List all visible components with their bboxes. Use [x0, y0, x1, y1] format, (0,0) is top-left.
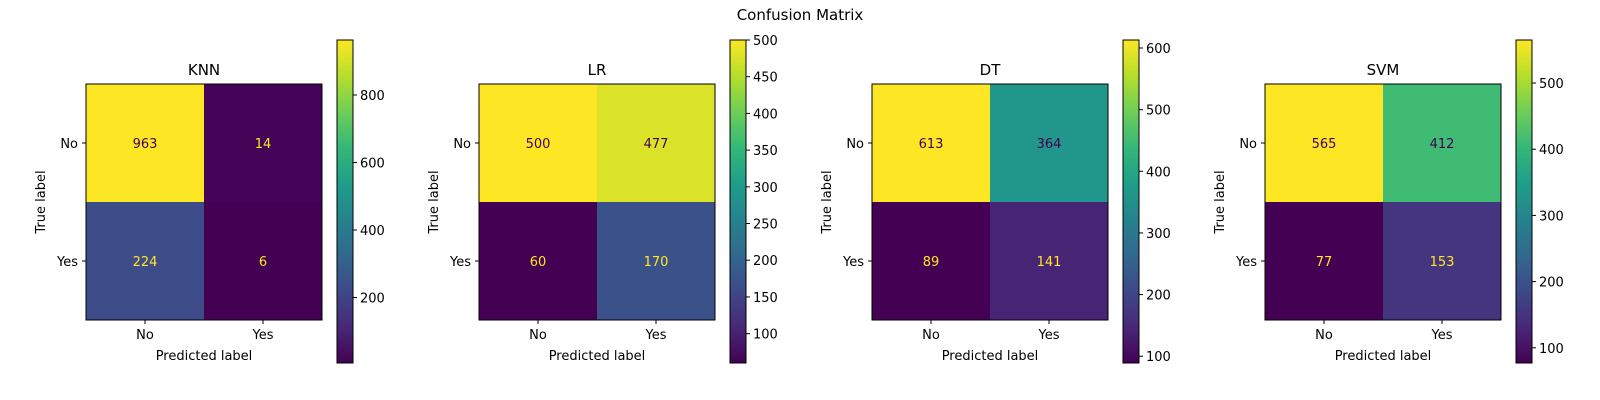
matrix-cell: [1265, 202, 1383, 320]
x-tick-label: Yes: [1038, 328, 1060, 343]
cell-value-label: 477: [644, 137, 669, 152]
colorbar: [729, 39, 747, 364]
matrix-frame: [871, 83, 1109, 321]
colorbar-tick-label: 100: [1539, 342, 1564, 357]
matrix-cell: [872, 202, 990, 320]
matrix-cell: [204, 84, 322, 202]
cell-value-label: 170: [644, 255, 669, 270]
cell-value-label: 6: [259, 255, 267, 270]
colorbar-tick-label: 500: [1539, 77, 1564, 92]
confusion-panel: LR 500 477 60 170 No Yes No Yes Predicted label Tr…: [427, 34, 778, 364]
colorbar-tick-label: 150: [753, 291, 778, 306]
y-tick-label: No: [846, 137, 864, 152]
x-tick-label: No: [136, 328, 154, 343]
matrix-cell: [86, 202, 204, 320]
matrix-cell: [597, 84, 715, 202]
colorbar-tick-label: 200: [753, 254, 778, 269]
y-tick-label: Yes: [1235, 255, 1257, 270]
colorbar-tick-label: 250: [753, 218, 778, 233]
matrix-frame: [85, 83, 323, 321]
x-tick-label: No: [529, 328, 547, 343]
cell-value-label: 963: [133, 137, 158, 152]
y-tick-label: Yes: [842, 255, 864, 270]
colorbar-tick-label: 600: [360, 157, 385, 172]
colorbar-tick-label: 100: [753, 328, 778, 343]
confusion-panel: SVM 565 412 77 153 No Yes No Yes Predicted label T…: [1213, 39, 1564, 364]
y-tick-label: Yes: [449, 255, 471, 270]
colorbar-tick-label: 400: [1146, 165, 1171, 180]
colorbar-tick-label: 800: [360, 89, 385, 104]
colorbar-tick-label: 600: [1146, 42, 1171, 57]
x-axis-label: Predicted label: [942, 349, 1039, 364]
x-tick-label: Yes: [252, 328, 274, 343]
matrix-frame: [478, 83, 716, 321]
colorbar-tick-label: 400: [753, 107, 778, 122]
matrix-cell: [1383, 202, 1501, 320]
colorbar: [1515, 39, 1533, 364]
matrix-cell: [990, 202, 1108, 320]
colorbar: [1122, 39, 1140, 364]
y-tick-label: No: [60, 137, 78, 152]
colorbar-tick-label: 500: [1146, 104, 1171, 119]
cell-value-label: 153: [1430, 255, 1455, 270]
x-tick-label: Yes: [645, 328, 667, 343]
colorbar-tick-label: 350: [753, 144, 778, 159]
matrix-cell: [1383, 84, 1501, 202]
colorbar: [336, 39, 354, 364]
colorbar-tick-label: 400: [360, 224, 385, 239]
x-axis-label: Predicted label: [1335, 349, 1432, 364]
cell-value-label: 141: [1037, 255, 1062, 270]
panel-title: KNN: [188, 61, 220, 79]
figure-title: Confusion Matrix: [737, 6, 864, 24]
matrix-cell: [479, 202, 597, 320]
colorbar-tick-label: 100: [1146, 350, 1171, 365]
colorbar-tick-label: 450: [753, 71, 778, 86]
colorbar-tick-label: 300: [1539, 209, 1564, 224]
y-axis-label: True label: [820, 170, 835, 234]
y-tick-label: No: [1239, 137, 1257, 152]
cell-value-label: 224: [133, 255, 158, 270]
panel-title: DT: [980, 61, 1002, 79]
cell-value-label: 565: [1312, 137, 1337, 152]
colorbar-tick-label: 200: [1146, 289, 1171, 304]
cell-value-label: 500: [526, 137, 551, 152]
panel-title: LR: [588, 61, 607, 79]
colorbar-tick-label: 200: [360, 292, 385, 307]
colorbar-tick-label: 300: [1146, 227, 1171, 242]
colorbar-tick-label: 200: [1539, 276, 1564, 291]
matrix-cell: [479, 84, 597, 202]
x-tick-label: No: [1315, 328, 1333, 343]
cell-value-label: 60: [530, 255, 547, 270]
y-tick-label: No: [453, 137, 471, 152]
cell-value-label: 77: [1316, 255, 1333, 270]
matrix-cell: [990, 84, 1108, 202]
x-tick-label: Yes: [1431, 328, 1453, 343]
colorbar-tick-label: 300: [753, 181, 778, 196]
confusion-panel: DT 613 364 89 141 No Yes No Yes Predicted label Tr…: [820, 39, 1171, 365]
y-axis-label: True label: [1213, 170, 1228, 234]
y-axis-label: True label: [427, 170, 442, 234]
panel-title: SVM: [1367, 61, 1400, 79]
y-tick-label: Yes: [56, 255, 78, 270]
confusion-panel: KNN 963 14 224 6 No Yes No Yes Predicted label Tru…: [34, 39, 385, 364]
x-axis-label: Predicted label: [156, 349, 253, 364]
x-tick-label: No: [922, 328, 940, 343]
matrix-cell: [86, 84, 204, 202]
y-axis-label: True label: [34, 170, 49, 234]
colorbar-tick-label: 400: [1539, 143, 1564, 158]
cell-value-label: 412: [1430, 137, 1455, 152]
colorbar-tick-label: 500: [753, 34, 778, 49]
matrix-cell: [597, 202, 715, 320]
matrix-cell: [872, 84, 990, 202]
matrix-cell: [204, 202, 322, 320]
matrix-frame: [1264, 83, 1502, 321]
matrix-cell: [1265, 84, 1383, 202]
cell-value-label: 364: [1037, 137, 1062, 152]
x-axis-label: Predicted label: [549, 349, 646, 364]
cell-value-label: 613: [919, 137, 944, 152]
cell-value-label: 89: [923, 255, 940, 270]
cell-value-label: 14: [255, 137, 272, 152]
